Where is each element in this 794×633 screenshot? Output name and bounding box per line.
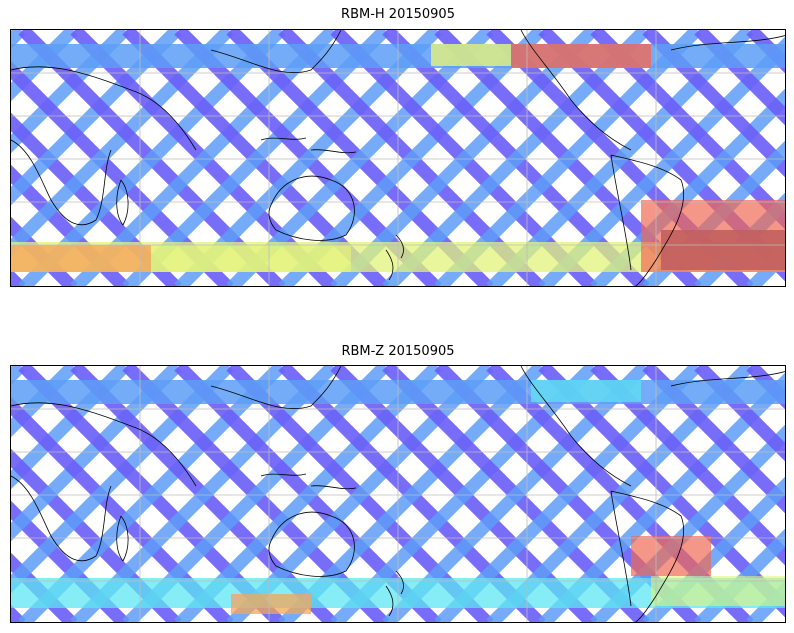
- orbit-track-map-rbm-h: [11, 30, 785, 286]
- coastlines: [11, 30, 785, 286]
- map-panel-rbm-h: [10, 29, 786, 287]
- graticule: [11, 30, 785, 286]
- graticule: [11, 366, 785, 622]
- map-title-rbm-z: RBM-Z 20150905: [341, 344, 455, 359]
- orbit-track-map-rbm-z: [11, 366, 785, 622]
- coastlines: [11, 366, 785, 622]
- map-title-rbm-h: RBM-H 20150905: [341, 7, 455, 22]
- map-panel-rbm-z: [10, 365, 786, 623]
- intensity-hotspots: [11, 44, 785, 272]
